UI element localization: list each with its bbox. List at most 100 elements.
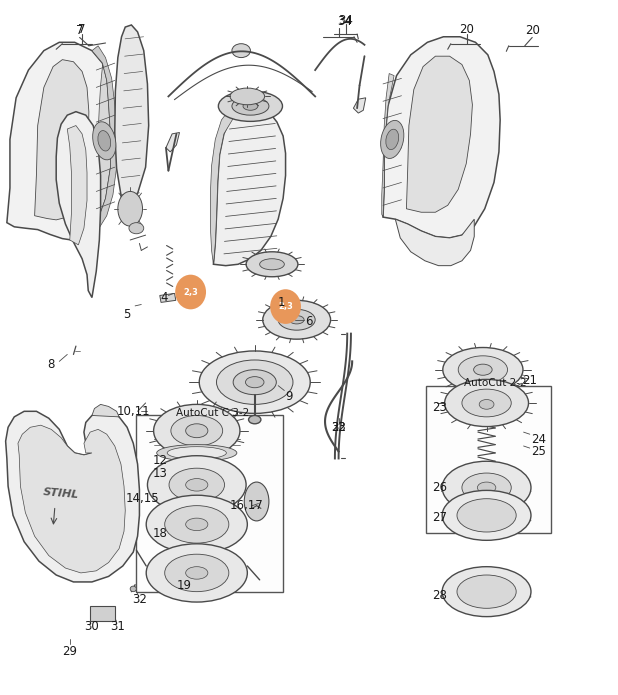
Text: 19: 19 <box>177 579 192 592</box>
Text: 34: 34 <box>339 14 353 26</box>
Polygon shape <box>18 425 125 573</box>
Ellipse shape <box>232 97 269 115</box>
Polygon shape <box>115 25 149 210</box>
Ellipse shape <box>278 309 315 330</box>
Ellipse shape <box>243 102 258 111</box>
Ellipse shape <box>230 88 265 105</box>
Text: 9: 9 <box>286 390 293 402</box>
Ellipse shape <box>199 351 310 414</box>
Ellipse shape <box>458 356 507 384</box>
Text: 31: 31 <box>111 620 125 633</box>
Polygon shape <box>35 60 89 220</box>
Text: 14,15: 14,15 <box>125 492 159 505</box>
Polygon shape <box>92 404 119 417</box>
Polygon shape <box>90 46 117 233</box>
Ellipse shape <box>218 91 282 122</box>
Circle shape <box>175 275 206 309</box>
Text: 18: 18 <box>153 527 167 540</box>
Ellipse shape <box>169 468 224 502</box>
Text: 27: 27 <box>432 511 447 524</box>
Polygon shape <box>56 112 101 297</box>
Ellipse shape <box>442 491 531 540</box>
Text: 34: 34 <box>337 15 352 28</box>
Text: 26: 26 <box>432 481 447 494</box>
Polygon shape <box>526 485 531 492</box>
Ellipse shape <box>478 407 488 416</box>
Text: 8: 8 <box>48 359 55 371</box>
Ellipse shape <box>167 447 226 459</box>
Text: 24: 24 <box>531 432 546 445</box>
Ellipse shape <box>233 370 276 395</box>
Bar <box>137 415 283 591</box>
Ellipse shape <box>445 379 528 427</box>
Ellipse shape <box>462 473 511 502</box>
Text: 10,11: 10,11 <box>116 404 150 418</box>
Text: STIHL: STIHL <box>43 486 80 500</box>
Polygon shape <box>382 74 394 217</box>
Text: 30: 30 <box>85 620 99 633</box>
Text: 28: 28 <box>432 589 447 603</box>
Ellipse shape <box>232 44 250 58</box>
Ellipse shape <box>146 543 247 602</box>
Text: 7: 7 <box>78 24 86 36</box>
Ellipse shape <box>146 496 247 553</box>
Ellipse shape <box>154 404 240 457</box>
Bar <box>90 606 115 621</box>
Ellipse shape <box>129 222 144 234</box>
Text: 2,3: 2,3 <box>278 302 293 311</box>
Text: AutoCut 2-2: AutoCut 2-2 <box>464 378 527 388</box>
Ellipse shape <box>386 129 399 149</box>
Text: 22: 22 <box>331 420 346 434</box>
Ellipse shape <box>442 566 531 616</box>
Ellipse shape <box>185 424 208 438</box>
Circle shape <box>270 289 301 324</box>
Text: 5: 5 <box>124 308 131 320</box>
Text: 4: 4 <box>160 291 168 304</box>
Polygon shape <box>353 98 366 113</box>
Ellipse shape <box>260 259 284 270</box>
Ellipse shape <box>289 316 304 324</box>
Polygon shape <box>160 293 176 302</box>
Text: 2,3: 2,3 <box>183 288 198 297</box>
Ellipse shape <box>148 456 246 514</box>
Polygon shape <box>67 126 87 245</box>
Text: 6: 6 <box>305 316 313 328</box>
Ellipse shape <box>130 586 137 591</box>
Polygon shape <box>213 106 286 265</box>
Polygon shape <box>6 411 140 582</box>
Ellipse shape <box>165 506 229 543</box>
Text: 29: 29 <box>62 645 77 657</box>
Text: 20: 20 <box>525 24 540 37</box>
Ellipse shape <box>442 461 531 514</box>
Polygon shape <box>526 587 531 597</box>
Ellipse shape <box>165 554 229 591</box>
Ellipse shape <box>98 131 111 151</box>
Ellipse shape <box>118 191 143 226</box>
Ellipse shape <box>457 575 516 608</box>
Ellipse shape <box>473 364 492 375</box>
Text: AutoCut C 3-2: AutoCut C 3-2 <box>176 409 249 418</box>
Ellipse shape <box>171 416 222 446</box>
Ellipse shape <box>244 482 269 521</box>
Ellipse shape <box>263 300 331 339</box>
Text: 7: 7 <box>76 24 83 37</box>
Polygon shape <box>210 111 238 264</box>
Ellipse shape <box>479 400 494 409</box>
Text: 1: 1 <box>277 296 285 309</box>
Ellipse shape <box>443 348 523 392</box>
Text: 20: 20 <box>459 24 474 36</box>
Ellipse shape <box>246 252 298 277</box>
Polygon shape <box>526 513 531 521</box>
Text: 12: 12 <box>152 454 167 467</box>
Ellipse shape <box>381 120 404 158</box>
Polygon shape <box>396 219 474 265</box>
Ellipse shape <box>185 518 208 530</box>
Polygon shape <box>166 133 179 152</box>
Ellipse shape <box>157 445 237 461</box>
Ellipse shape <box>245 377 264 388</box>
Ellipse shape <box>248 416 261 424</box>
Ellipse shape <box>185 566 208 579</box>
Text: 32: 32 <box>132 593 147 606</box>
Ellipse shape <box>462 389 511 417</box>
Ellipse shape <box>93 122 116 160</box>
